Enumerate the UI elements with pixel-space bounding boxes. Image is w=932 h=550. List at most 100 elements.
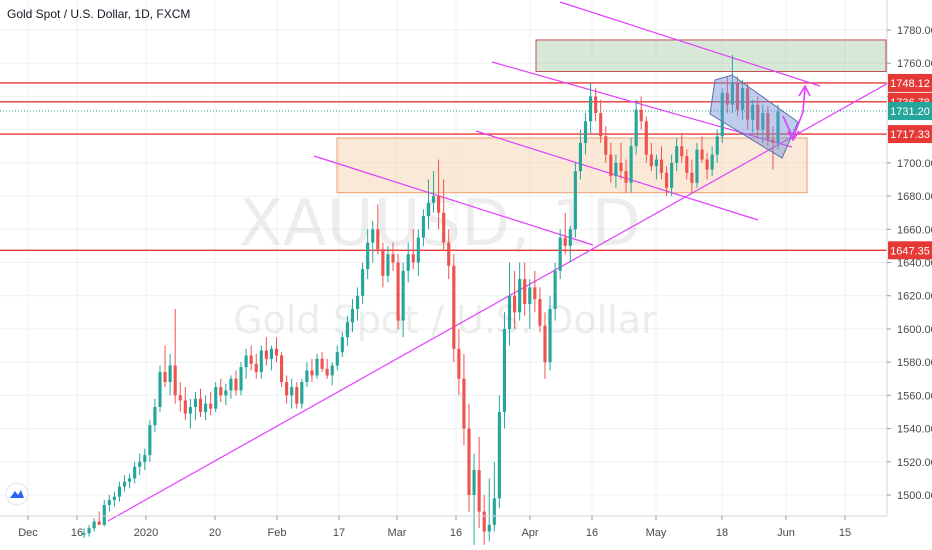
candle <box>315 353 319 379</box>
candle <box>330 362 334 386</box>
candle <box>335 345 339 371</box>
level-price-tag <box>888 241 932 260</box>
candle-body <box>381 249 385 276</box>
x-tick-label: Dec <box>18 527 38 539</box>
candle <box>219 378 223 402</box>
x-tick-label: Mar <box>388 527 407 539</box>
candle-body <box>761 113 765 130</box>
candle-body <box>756 104 760 130</box>
candle-body <box>102 504 106 525</box>
y-tick-label: 1760.00 <box>897 58 932 70</box>
candle <box>563 212 567 255</box>
trendline-old-channel <box>313 155 594 246</box>
candle <box>487 478 491 542</box>
candle <box>639 96 643 130</box>
candle-body <box>204 403 208 412</box>
candle <box>720 88 724 143</box>
candle-body <box>467 428 471 495</box>
candle-body <box>507 295 512 329</box>
y-tick-label: 1640.00 <box>897 258 932 270</box>
candle-body <box>122 481 127 487</box>
candle <box>725 76 729 114</box>
candle-body <box>740 88 745 110</box>
candle-body <box>437 196 441 213</box>
candle-body <box>457 348 461 379</box>
x-tick-label: 16 <box>450 527 462 539</box>
candle-body <box>720 93 724 137</box>
candle-body <box>654 159 658 167</box>
candle-body <box>664 172 669 188</box>
candle-body <box>340 337 344 353</box>
candle-body <box>533 287 537 300</box>
candle <box>735 76 740 117</box>
y-tick-label: 1540.00 <box>897 424 932 436</box>
candle <box>158 365 162 412</box>
candle-body <box>143 455 147 462</box>
tradingview-logo-icon[interactable] <box>5 482 29 506</box>
candle-body <box>639 109 643 122</box>
candle-body <box>690 172 694 183</box>
candle <box>234 370 238 396</box>
candle <box>624 159 628 193</box>
candle-body <box>629 146 633 183</box>
candle-body <box>335 352 339 366</box>
candle-body <box>386 254 390 276</box>
candle <box>264 337 268 366</box>
candle <box>274 337 279 363</box>
candle <box>594 88 598 122</box>
candle <box>614 154 618 188</box>
candle-body <box>614 162 618 177</box>
candle <box>771 126 775 170</box>
candle <box>675 137 679 172</box>
y-tick-label: 1680.00 <box>897 191 932 203</box>
candle <box>168 353 172 396</box>
candle <box>685 149 689 180</box>
time-axis[interactable]: Dec 16 2020 20 Feb 17 Mar 16 Apr 16 May 18 Jun 15 <box>0 515 887 539</box>
candle <box>472 453 476 545</box>
candle-body <box>431 196 436 203</box>
candle <box>730 54 734 114</box>
candle <box>664 166 669 197</box>
candle-body <box>452 265 456 349</box>
candle <box>619 142 623 180</box>
candle <box>87 524 91 537</box>
candle-body <box>548 309 552 363</box>
candle <box>224 383 228 406</box>
candle-body <box>219 387 223 396</box>
candle-body <box>330 365 334 376</box>
x-tick-label: May <box>646 527 667 539</box>
candle-body <box>776 111 780 143</box>
candle-body <box>725 93 729 105</box>
candle-body <box>411 254 415 263</box>
last-price-text: 1731.20 <box>890 106 930 118</box>
candle-body <box>497 411 501 499</box>
candle-body <box>568 229 572 246</box>
candle <box>188 398 192 429</box>
candle <box>700 136 704 163</box>
candle-body <box>477 470 481 512</box>
candle-body <box>325 368 329 376</box>
candle <box>715 129 719 163</box>
candle <box>350 299 355 333</box>
candle-body <box>751 104 755 120</box>
candle <box>523 262 527 316</box>
candle-body <box>229 378 233 391</box>
candle-body <box>685 156 689 173</box>
x-tick-label: 18 <box>716 527 728 539</box>
candle-body <box>538 299 542 326</box>
candle-body <box>680 146 684 157</box>
candle-body <box>224 390 228 396</box>
candle <box>578 129 583 180</box>
candle <box>690 159 694 193</box>
candle <box>279 352 284 388</box>
candle <box>583 113 588 155</box>
candle-body <box>518 279 522 313</box>
candle-body <box>285 382 289 396</box>
candle-body <box>447 242 451 266</box>
candle <box>680 132 684 163</box>
candle-body <box>482 511 486 532</box>
candle-body <box>705 159 709 170</box>
candle-body <box>558 237 562 271</box>
